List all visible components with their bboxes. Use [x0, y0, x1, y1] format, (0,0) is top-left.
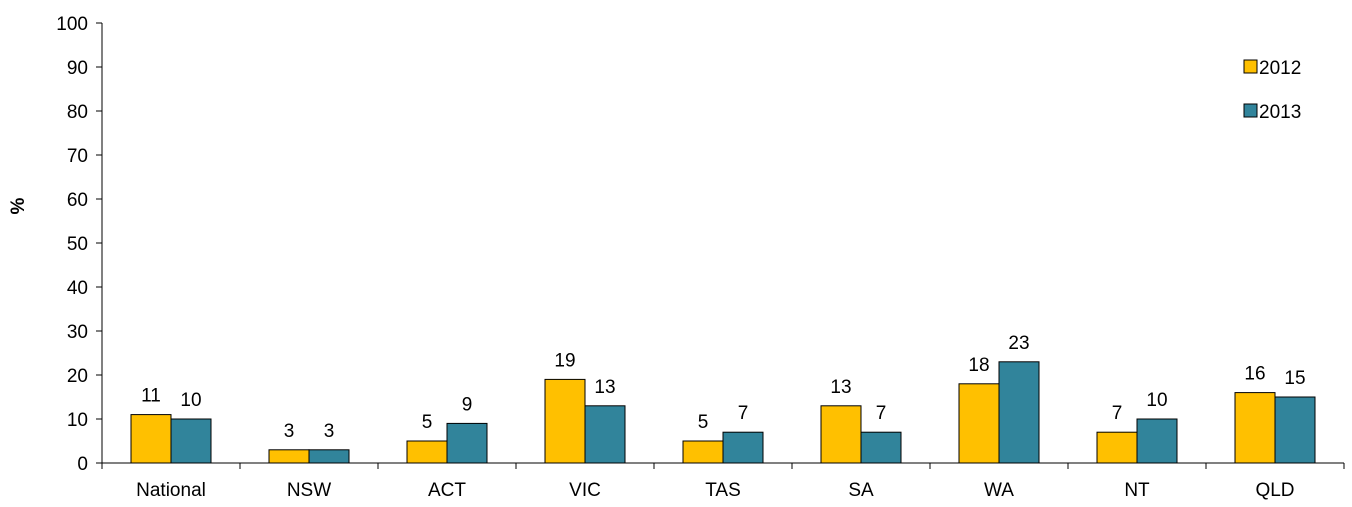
- y-tick-label: 60: [67, 190, 88, 211]
- bar-2012-SA: [820, 405, 862, 464]
- data-label: 10: [180, 390, 201, 411]
- y-tick-label: 20: [67, 366, 88, 387]
- bar-2013-NSW: [308, 449, 350, 464]
- y-tick-label: 0: [77, 454, 88, 475]
- data-labels: 11 10 3 3 5 9 19 13 5 7 13 7 18 23 7 10 16 15: [141, 333, 1305, 442]
- legend-label-2013: 2013: [1259, 102, 1301, 123]
- y-tick-label: 100: [56, 14, 88, 35]
- data-label: 23: [1008, 333, 1029, 354]
- data-label: 3: [284, 421, 295, 442]
- y-tick-label: 90: [67, 58, 88, 79]
- x-tick-label: SA: [848, 480, 874, 501]
- axes: 0 10 20 30 40 50 60 70 80 90 100 National NSW ACT VIC T…: [56, 14, 1345, 501]
- y-tick-label: 80: [67, 102, 88, 123]
- x-tick-label: ACT: [428, 480, 466, 501]
- bar-2012-QLD: [1234, 392, 1276, 464]
- bar-2013-VIC: [584, 405, 626, 464]
- legend-swatch-2012: [1243, 59, 1258, 74]
- x-tick-label: NSW: [287, 480, 331, 501]
- y-axis-label: %: [8, 197, 29, 214]
- x-tick-label: National: [136, 480, 206, 501]
- y-tick-label: 30: [67, 322, 88, 343]
- data-label: 15: [1284, 368, 1305, 389]
- bar-2012-VIC: [544, 378, 586, 464]
- bar-2012-TAS: [682, 440, 724, 464]
- x-tick-label: TAS: [705, 480, 741, 501]
- bar-2012-ACT: [406, 440, 448, 464]
- legend: 2012 2013: [1243, 58, 1301, 123]
- data-label: 7: [1112, 403, 1123, 424]
- x-tick-label: QLD: [1255, 480, 1294, 501]
- data-label: 16: [1244, 364, 1265, 385]
- bar-2013-WA: [998, 361, 1040, 464]
- data-label: 10: [1146, 390, 1167, 411]
- data-label: 7: [738, 403, 749, 424]
- y-tick-label: 40: [67, 278, 88, 299]
- x-tick-label: NT: [1124, 480, 1150, 501]
- bar-2012-NT: [1096, 431, 1138, 464]
- bar-2013-SA: [860, 431, 902, 464]
- data-label: 19: [554, 350, 575, 371]
- data-label: 13: [830, 377, 851, 398]
- bar-2013-NT: [1136, 418, 1178, 464]
- legend-swatch-2013: [1243, 103, 1258, 118]
- bar-2012-National: [130, 414, 172, 464]
- y-tick-label: 50: [67, 234, 88, 255]
- data-label: 18: [968, 355, 989, 376]
- data-label: 13: [594, 377, 615, 398]
- bar-2013-QLD: [1274, 396, 1316, 464]
- data-label: 5: [422, 412, 433, 433]
- bars: [130, 361, 1316, 464]
- bar-2012-NSW: [268, 449, 310, 464]
- bar-2013-TAS: [722, 431, 764, 464]
- x-tick-label: VIC: [569, 480, 601, 501]
- y-tick-label: 10: [67, 410, 88, 431]
- bar-2013-ACT: [446, 422, 488, 464]
- data-label: 11: [141, 386, 161, 407]
- data-label: 5: [698, 412, 709, 433]
- bar-2012-WA: [958, 383, 1000, 464]
- data-label: 3: [324, 421, 335, 442]
- data-label: 9: [462, 394, 473, 415]
- x-tick-label: WA: [984, 480, 1014, 501]
- bar-2013-National: [170, 418, 212, 464]
- y-tick-label: 70: [67, 146, 88, 167]
- data-label: 7: [876, 403, 887, 424]
- legend-label-2012: 2012: [1259, 58, 1301, 79]
